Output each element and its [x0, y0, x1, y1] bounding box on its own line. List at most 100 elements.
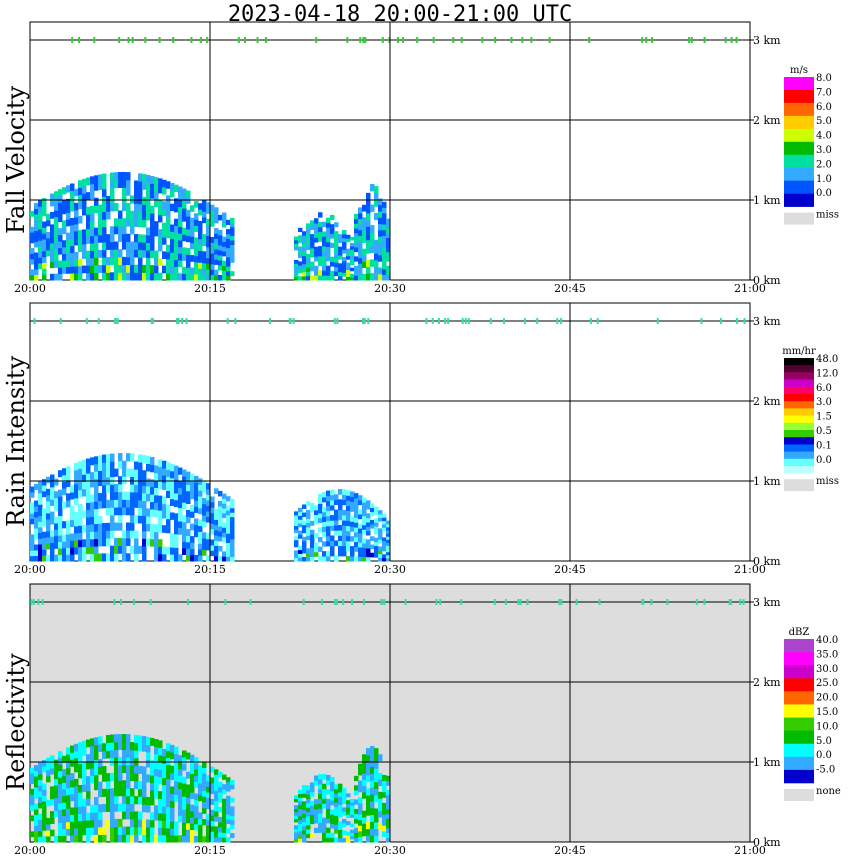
echo-cell [158, 178, 163, 187]
echo-cell [334, 231, 339, 237]
echo-cell [182, 757, 187, 765]
echo-cell [114, 734, 119, 743]
echo-cell [102, 249, 107, 258]
echo-cell [306, 236, 311, 242]
echo-cell [154, 257, 159, 266]
echo-cell [138, 743, 143, 752]
echo-cell [294, 518, 299, 523]
echo-cell [142, 485, 147, 494]
echo-cell [354, 256, 359, 262]
echo-cell [78, 763, 83, 772]
colorbar-label: 10.0 [816, 721, 838, 732]
echo-cell [378, 531, 383, 537]
echo-cell [102, 523, 107, 532]
echo-cell [90, 546, 95, 555]
echo-cell [126, 272, 131, 281]
echo-cell [162, 834, 167, 843]
echo-cell [190, 554, 195, 562]
echo-cell [182, 763, 187, 771]
echo-cell [78, 475, 83, 484]
echo-cell [202, 807, 207, 814]
echo-cell [322, 798, 327, 804]
echo-cell [90, 501, 95, 510]
colorbar-swatch [784, 379, 814, 388]
echo-cell [366, 801, 371, 809]
echo-cell [78, 272, 83, 281]
echo-speckle [113, 599, 116, 605]
echo-cell [86, 487, 91, 496]
echo-cell [38, 515, 43, 522]
echo-cell [358, 274, 363, 281]
echo-cell [38, 819, 43, 826]
echo-cell [34, 214, 39, 221]
echo-cell [42, 233, 47, 240]
echo-cell [306, 514, 311, 519]
echo-cell [214, 524, 219, 531]
echo-cell [326, 500, 331, 507]
echo-cell [114, 491, 119, 500]
echo-cell [34, 776, 39, 783]
echo-cell [322, 246, 327, 252]
echo-cell [222, 212, 227, 218]
echo-cell [318, 498, 323, 504]
echo-cell [190, 792, 195, 799]
echo-cell [178, 186, 183, 194]
echo-cell [198, 501, 203, 509]
echo-cell [358, 224, 363, 231]
echo-cell [306, 271, 311, 277]
x-tick-label: 20:45 [554, 844, 586, 857]
echo-cell [202, 790, 207, 797]
echo-cell [366, 246, 371, 254]
echo-cell [102, 226, 107, 235]
echo-speckle [575, 599, 578, 605]
echo-speckle [724, 37, 727, 43]
echo-cell [302, 801, 307, 806]
echo-cell [346, 810, 351, 815]
echo-cell [366, 835, 371, 843]
echo-cell [310, 805, 315, 811]
echo-cell [294, 553, 299, 558]
echo-cell [154, 531, 159, 540]
echo-cell [334, 806, 339, 812]
echo-cell [298, 239, 303, 244]
y-tick-label: 1 km [753, 475, 781, 488]
echo-cell [142, 219, 147, 228]
echo-cell [182, 482, 187, 490]
echo-cell [134, 272, 139, 281]
echo-cell [158, 812, 163, 821]
echo-cell [46, 530, 51, 538]
echo-cell [366, 219, 371, 227]
echo-cell [298, 268, 303, 274]
echo-cell [370, 184, 375, 192]
echo-cell [150, 464, 155, 473]
echo-cell [214, 259, 219, 265]
echo-cell [382, 540, 387, 545]
echo-cell [226, 229, 231, 235]
panel-0: 20:00 20:15 20:30 20:45 21:000 km1 km2 km3 k… [14, 21, 839, 295]
echo-cell [206, 241, 211, 248]
echo-cell [170, 498, 175, 507]
echo-cell [358, 229, 363, 236]
echo-cell [174, 245, 179, 254]
echo-cell [78, 201, 83, 210]
echo-cell [226, 828, 231, 834]
colorbar-swatch [784, 193, 814, 207]
echo-cell [382, 229, 387, 236]
echo-cell [62, 481, 67, 489]
echo-cell [314, 803, 319, 810]
echo-cell [294, 525, 299, 530]
echo-cell [310, 814, 315, 820]
echo-cell [206, 274, 211, 281]
echo-cell [214, 254, 219, 260]
echo-cell [178, 206, 183, 214]
echo-speckle [144, 37, 147, 43]
echo-cell [330, 499, 335, 506]
echo-cell [34, 230, 39, 237]
echo-cell [30, 248, 35, 254]
echo-speckle [114, 318, 117, 324]
echo-cell [314, 813, 319, 819]
echo-speckle [690, 37, 693, 43]
echo-cell [166, 244, 171, 253]
echo-cell [314, 818, 319, 824]
echo-speckle [93, 37, 96, 43]
